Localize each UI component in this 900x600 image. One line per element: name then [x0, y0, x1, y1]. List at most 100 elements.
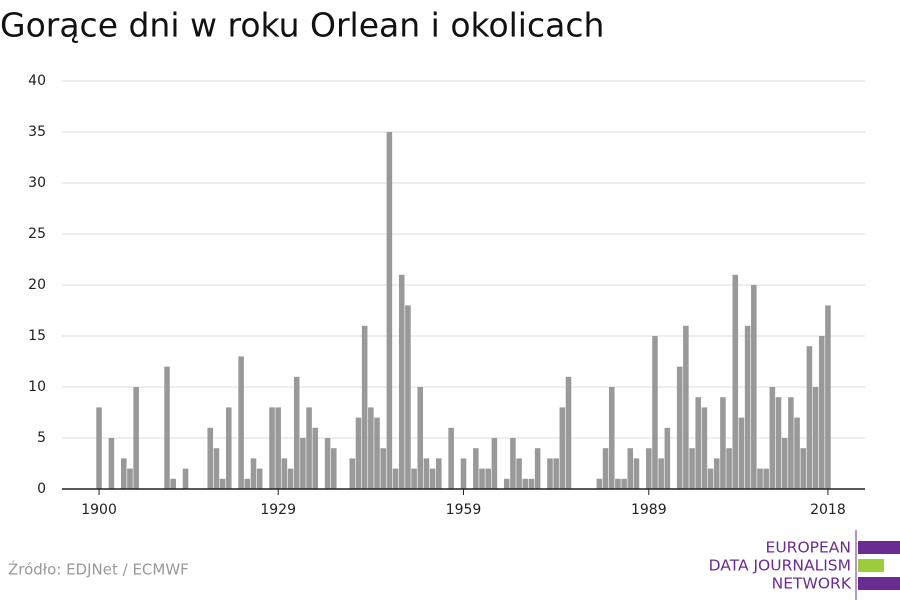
bar [633, 458, 640, 489]
y-tick-label: 35 [28, 124, 46, 140]
bar [800, 448, 807, 489]
bar [751, 285, 757, 489]
logo-bar [858, 541, 900, 554]
bar [281, 458, 288, 489]
x-tick-label: 2018 [810, 502, 846, 518]
bar [225, 407, 232, 489]
bar [516, 458, 522, 489]
bar [448, 427, 454, 489]
bar [608, 387, 615, 489]
bar [219, 478, 226, 489]
bar [602, 448, 609, 489]
bar [788, 397, 794, 489]
bar [565, 376, 572, 489]
bar [405, 305, 411, 489]
bar [170, 478, 176, 489]
bar [473, 448, 479, 489]
bar [781, 438, 788, 489]
bar [812, 387, 819, 489]
bar [775, 397, 782, 489]
bar [806, 346, 813, 489]
bar [250, 458, 257, 489]
y-tick-label: 25 [28, 226, 46, 242]
bar [664, 427, 671, 489]
bar [503, 478, 510, 489]
bar [695, 397, 702, 489]
bar [127, 468, 133, 489]
bar [207, 427, 214, 489]
bar [522, 478, 529, 489]
bar [213, 448, 220, 489]
bar [368, 407, 374, 489]
bar [182, 468, 189, 489]
bar [553, 458, 559, 489]
bar [794, 417, 800, 489]
bar [615, 478, 621, 489]
bar [460, 458, 467, 489]
bar [732, 274, 739, 489]
bar [300, 438, 306, 489]
y-tick-label: 40 [28, 73, 46, 89]
bar [423, 458, 430, 489]
bar [491, 438, 498, 489]
bar [324, 438, 331, 489]
bar [238, 356, 244, 489]
bar [331, 448, 337, 489]
bar [646, 448, 652, 489]
bar [744, 325, 751, 489]
bar [683, 325, 689, 489]
bar [596, 478, 603, 489]
bar [96, 407, 102, 489]
bar [411, 468, 417, 489]
logo-text: DATA JOURNALISM [709, 557, 851, 575]
bar [133, 387, 139, 489]
bar [763, 468, 769, 489]
bar [417, 387, 424, 489]
bar [676, 366, 683, 489]
bar [164, 366, 170, 489]
bar [713, 458, 720, 489]
bar [769, 387, 776, 489]
bar [380, 448, 386, 489]
bar [108, 438, 115, 489]
bar [757, 468, 763, 489]
chart-title: Gorące dni w roku Orlean i okolicach [0, 6, 604, 45]
bar [658, 458, 664, 489]
bar [621, 478, 627, 489]
bar [510, 438, 516, 489]
bar [349, 458, 356, 489]
bar [275, 407, 281, 489]
bar [398, 274, 405, 489]
logo-bar [858, 559, 884, 572]
bar [312, 427, 319, 489]
y-tick-label: 0 [37, 481, 46, 497]
bar [429, 468, 436, 489]
bar [355, 417, 362, 489]
bar [386, 132, 393, 489]
source: Źródło: EDJNet / ECMWF [8, 560, 189, 579]
x-tick-label: 1959 [446, 502, 482, 518]
bar [120, 458, 127, 489]
bar [436, 458, 442, 489]
y-tick-label: 30 [28, 175, 46, 191]
bar [825, 305, 831, 489]
y-tick-label: 10 [28, 379, 46, 395]
bar [627, 448, 634, 489]
bar [287, 468, 294, 489]
bar [374, 417, 380, 489]
bar [269, 407, 275, 489]
bar [701, 407, 708, 489]
logo-text: NETWORK [772, 575, 852, 593]
bar [652, 336, 658, 489]
x-tick-label: 1929 [260, 502, 296, 518]
bar [559, 407, 566, 489]
y-tick-label: 20 [28, 277, 46, 293]
bar [720, 397, 726, 489]
bar [244, 478, 251, 489]
bar [818, 336, 825, 489]
x-tick-label: 1900 [81, 502, 117, 518]
bar [738, 417, 745, 489]
x-tick-label: 1989 [631, 502, 667, 518]
logo-text: EUROPEAN [766, 539, 851, 557]
